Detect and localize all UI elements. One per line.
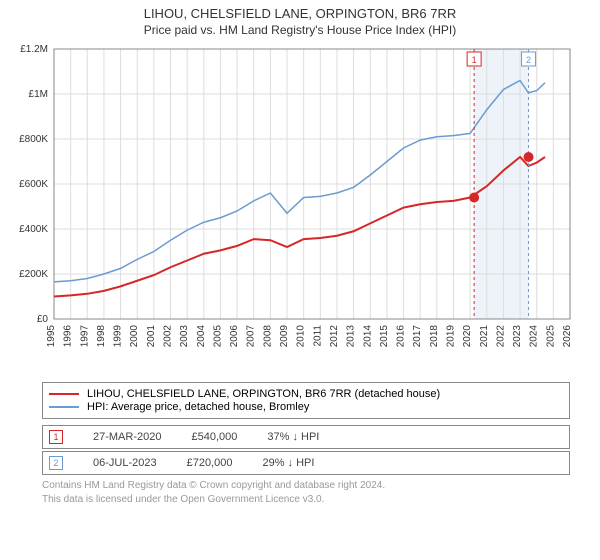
legend-label: HPI: Average price, detached house, Brom… [87,401,309,413]
chart-svg: £0 £200K £400K £600K £800K £1M £1.2M 1995 1996 19… [0,41,600,371]
svg-text:2020: 2020 [462,325,473,348]
svg-text:2019: 2019 [445,325,456,348]
svg-text:2021: 2021 [479,325,490,348]
sales-summary: 1 27-MAR-2020 £540,000 37% ↓ HPI 2 06-JUL-202… [0,425,600,475]
footer: Contains HM Land Registry data © Crown c… [42,479,570,506]
sale-row: 1 27-MAR-2020 £540,000 37% ↓ HPI [42,425,570,449]
sale-marker-icon: 1 [49,430,63,444]
svg-text:2024: 2024 [529,325,540,348]
legend-swatch [49,393,79,395]
footer-line-1: Contains HM Land Registry data © Crown c… [42,479,570,493]
svg-text:2010: 2010 [296,325,307,348]
svg-text:1997: 1997 [79,325,90,348]
svg-text:2000: 2000 [129,325,140,348]
svg-text:2022: 2022 [495,325,506,348]
svg-text:£800K: £800K [19,134,48,145]
svg-text:2008: 2008 [262,325,273,348]
title-block: LIHOU, CHELSFIELD LANE, ORPINGTON, BR6 7… [0,0,600,41]
svg-text:2001: 2001 [146,325,157,348]
svg-text:1: 1 [472,55,477,65]
svg-text:2005: 2005 [212,325,223,348]
sale-date: 06-JUL-2023 [93,457,157,469]
footer-line-2: This data is licensed under the Open Gov… [42,493,570,507]
sale-marker-icon: 2 [49,456,63,470]
svg-text:2002: 2002 [163,325,174,348]
svg-text:2015: 2015 [379,325,390,348]
svg-text:1998: 1998 [96,325,107,348]
svg-text:2003: 2003 [179,325,190,348]
svg-text:£400K: £400K [19,224,48,235]
svg-text:2018: 2018 [429,325,440,348]
svg-text:2023: 2023 [512,325,523,348]
svg-text:2012: 2012 [329,325,340,348]
title-main: LIHOU, CHELSFIELD LANE, ORPINGTON, BR6 7… [0,6,600,21]
sale-price: £540,000 [191,431,237,443]
svg-text:£0: £0 [37,314,49,325]
svg-text:2004: 2004 [196,325,207,348]
legend: LIHOU, CHELSFIELD LANE, ORPINGTON, BR6 7… [42,382,570,419]
svg-text:£1.2M: £1.2M [20,44,48,55]
chart-container: LIHOU, CHELSFIELD LANE, ORPINGTON, BR6 7… [0,0,600,506]
svg-text:2011: 2011 [312,325,323,347]
legend-row: LIHOU, CHELSFIELD LANE, ORPINGTON, BR6 7… [49,388,563,400]
svg-text:2: 2 [526,55,531,65]
svg-text:2013: 2013 [346,325,357,348]
svg-text:2026: 2026 [562,325,573,348]
sale-delta: 29% ↓ HPI [262,457,314,469]
svg-text:1995: 1995 [46,325,57,348]
svg-text:2016: 2016 [396,325,407,348]
svg-text:2014: 2014 [362,325,373,348]
legend-row: HPI: Average price, detached house, Brom… [49,401,563,413]
chart: £0 £200K £400K £600K £800K £1M £1.2M 1995 1996 19… [0,41,600,376]
svg-text:2017: 2017 [412,325,423,348]
svg-text:2007: 2007 [246,325,257,348]
svg-text:£200K: £200K [19,269,48,280]
svg-text:1996: 1996 [63,325,74,348]
sale-date: 27-MAR-2020 [93,431,161,443]
svg-text:£1M: £1M [29,89,48,100]
svg-text:2009: 2009 [279,325,290,348]
svg-text:2025: 2025 [545,325,556,348]
sale-delta: 37% ↓ HPI [267,431,319,443]
legend-label: LIHOU, CHELSFIELD LANE, ORPINGTON, BR6 7… [87,388,440,400]
svg-text:2006: 2006 [229,325,240,348]
sale-row: 2 06-JUL-2023 £720,000 29% ↓ HPI [42,451,570,475]
svg-text:1999: 1999 [113,325,124,348]
title-sub: Price paid vs. HM Land Registry's House … [0,23,600,37]
svg-text:£600K: £600K [19,179,48,190]
sale-price: £720,000 [187,457,233,469]
legend-swatch [49,406,79,408]
